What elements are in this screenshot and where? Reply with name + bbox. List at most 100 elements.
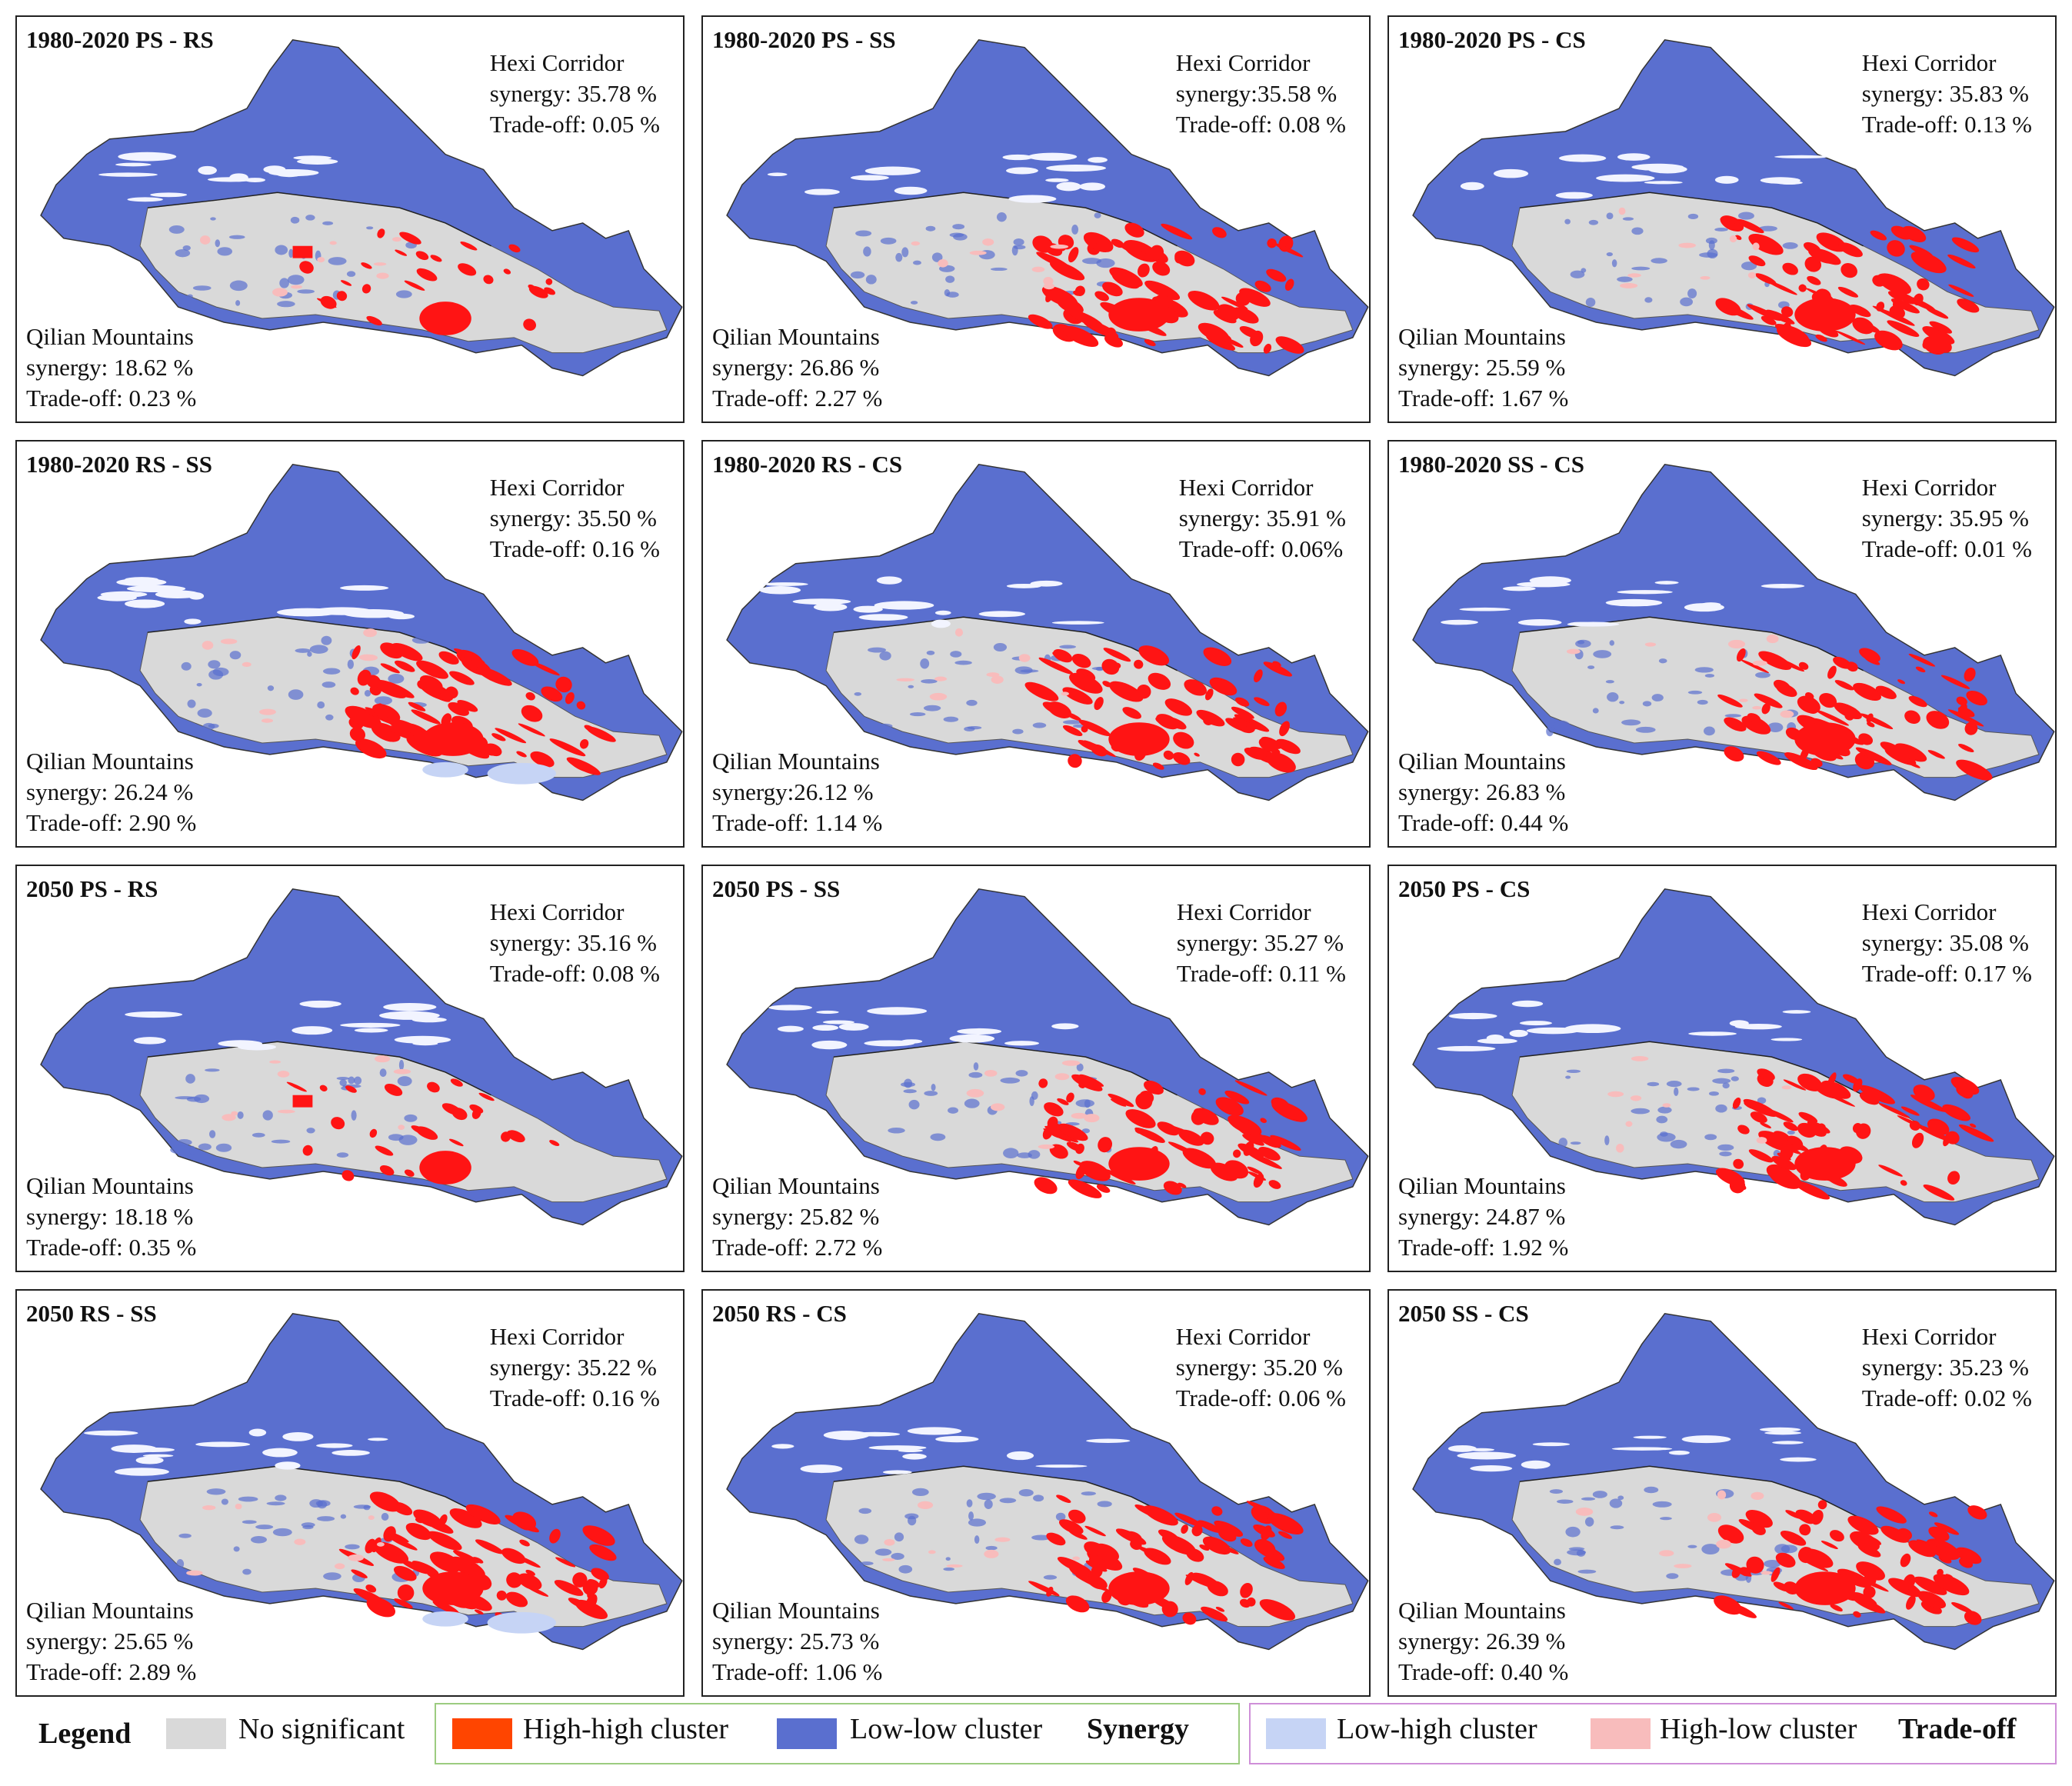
low-low-patch — [1015, 1070, 1028, 1077]
panel-title: 1980-2020 PS - RS — [26, 26, 214, 53]
legend-label-no-significant: No significant — [238, 1713, 405, 1745]
high-high-cluster — [1071, 654, 1091, 668]
low-low-patch — [1715, 1104, 1727, 1113]
high-high-cluster — [1927, 750, 1945, 759]
high-high-cluster — [1073, 1160, 1084, 1167]
high-low-patch — [202, 1504, 216, 1511]
high-low-patch — [1038, 1144, 1055, 1149]
low-low-patch — [288, 248, 294, 258]
high-high-cluster — [1108, 1147, 1170, 1181]
low-low-patch — [1577, 1569, 1597, 1574]
corridor-gap — [275, 1461, 301, 1470]
high-high-cluster — [1071, 1074, 1103, 1091]
corridor-gap — [1441, 619, 1478, 625]
high-high-cluster — [1945, 1574, 1954, 1579]
high-high-cluster — [1908, 653, 1936, 667]
corridor-gap — [1782, 1010, 1811, 1014]
high-high-cluster — [1849, 304, 1871, 318]
low-low-patch — [316, 1516, 335, 1521]
high-high-cluster — [575, 1599, 608, 1620]
low-low-patch — [1708, 240, 1715, 251]
high-high-cluster — [1058, 1123, 1088, 1141]
high-high-cluster — [1161, 223, 1193, 240]
high-high-cluster — [1956, 1085, 1974, 1098]
low-low-patch — [1660, 1517, 1672, 1521]
high-high-cluster — [1069, 672, 1103, 694]
high-high-cluster — [1724, 717, 1747, 731]
high-low-patch — [1566, 648, 1581, 655]
high-high-cluster — [1760, 1122, 1771, 1129]
region-map — [40, 1312, 683, 1651]
high-high-cluster — [1024, 681, 1059, 701]
low-low-patch — [1566, 1069, 1581, 1073]
corridor-gap — [1521, 1460, 1551, 1469]
high-high-cluster — [1794, 1147, 1856, 1181]
high-high-cluster — [1834, 702, 1862, 720]
high-high-cluster — [1937, 1568, 1944, 1576]
boundary-line — [1519, 1465, 1864, 1521]
high-high-cluster — [1138, 645, 1170, 666]
hexi-synergy: synergy: 35.08 % — [1861, 929, 2029, 956]
low-low-patch — [210, 217, 216, 221]
high-high-cluster — [1136, 685, 1151, 699]
high-high-cluster — [1914, 1576, 1947, 1595]
high-high-cluster — [1047, 1116, 1058, 1129]
high-low-patch — [272, 288, 288, 297]
low-low-patch — [850, 271, 865, 279]
high-high-cluster — [411, 1125, 431, 1136]
low-low-patch — [221, 1498, 228, 1505]
low-low-patch — [1546, 726, 1554, 737]
high-high-cluster — [1928, 1526, 1950, 1541]
low-low-patch — [398, 1059, 405, 1071]
low-low-patch — [879, 651, 891, 661]
corridor-gap — [1086, 1438, 1131, 1443]
low-low-patch — [189, 1145, 196, 1155]
high-high-cluster — [420, 675, 443, 691]
high-low-patch — [911, 241, 921, 246]
low-low-patch — [985, 1545, 998, 1551]
high-high-cluster — [1152, 261, 1171, 276]
corridor-gap — [1028, 152, 1078, 161]
high-high-cluster — [1714, 1595, 1742, 1615]
low-low-patch — [272, 1528, 292, 1537]
high-low-patch — [946, 1564, 963, 1568]
qilian-name: Qilian Mountains — [1398, 1172, 1566, 1199]
corridor-gap — [1764, 1431, 1802, 1435]
high-high-cluster — [512, 1511, 537, 1530]
high-high-cluster — [1900, 1180, 1907, 1186]
high-high-cluster — [1247, 1597, 1256, 1607]
low-low-patch — [395, 290, 412, 298]
low-low-patch — [1567, 1549, 1587, 1556]
low-low-patch — [1071, 225, 1079, 235]
hexi-name: Hexi Corridor — [1178, 474, 1314, 501]
map-panel: 1980-2020 PS - RS Hexi Corridor synergy: 3… — [15, 15, 685, 423]
qilian-name: Qilian Mountains — [26, 748, 194, 775]
low-low-patch — [1774, 1544, 1791, 1554]
low-low-patch — [267, 685, 275, 691]
qilian-tradeoff: Trade-off: 1.67 % — [1398, 385, 1569, 412]
high-high-cluster — [1233, 717, 1258, 730]
low-low-patch — [1635, 726, 1656, 733]
high-high-cluster — [1198, 1520, 1222, 1533]
high-high-cluster — [1028, 314, 1053, 329]
high-high-cluster — [373, 1541, 409, 1564]
low-low-patch — [275, 245, 288, 255]
low-low-patch — [1585, 298, 1596, 307]
high-high-cluster — [1148, 1505, 1157, 1512]
corridor-gap — [768, 1005, 812, 1011]
high-high-cluster — [1910, 251, 1947, 274]
qilian-synergy: synergy:26.12 % — [712, 778, 874, 805]
high-high-cluster — [1756, 751, 1781, 765]
low-low-patch — [307, 651, 312, 657]
high-high-cluster — [1740, 659, 1770, 674]
high-high-cluster — [427, 1531, 462, 1551]
high-high-cluster — [1927, 1118, 1950, 1135]
hexi-synergy: synergy: 35.91 % — [1178, 505, 1346, 531]
high-high-cluster — [1926, 711, 1950, 729]
low-low-patch — [1013, 238, 1024, 246]
low-low-patch — [908, 1515, 917, 1526]
low-low-patch — [306, 1128, 315, 1134]
corridor-gap — [331, 1450, 370, 1456]
high-low-patch — [954, 628, 964, 637]
low-low-patch — [1581, 1497, 1596, 1501]
